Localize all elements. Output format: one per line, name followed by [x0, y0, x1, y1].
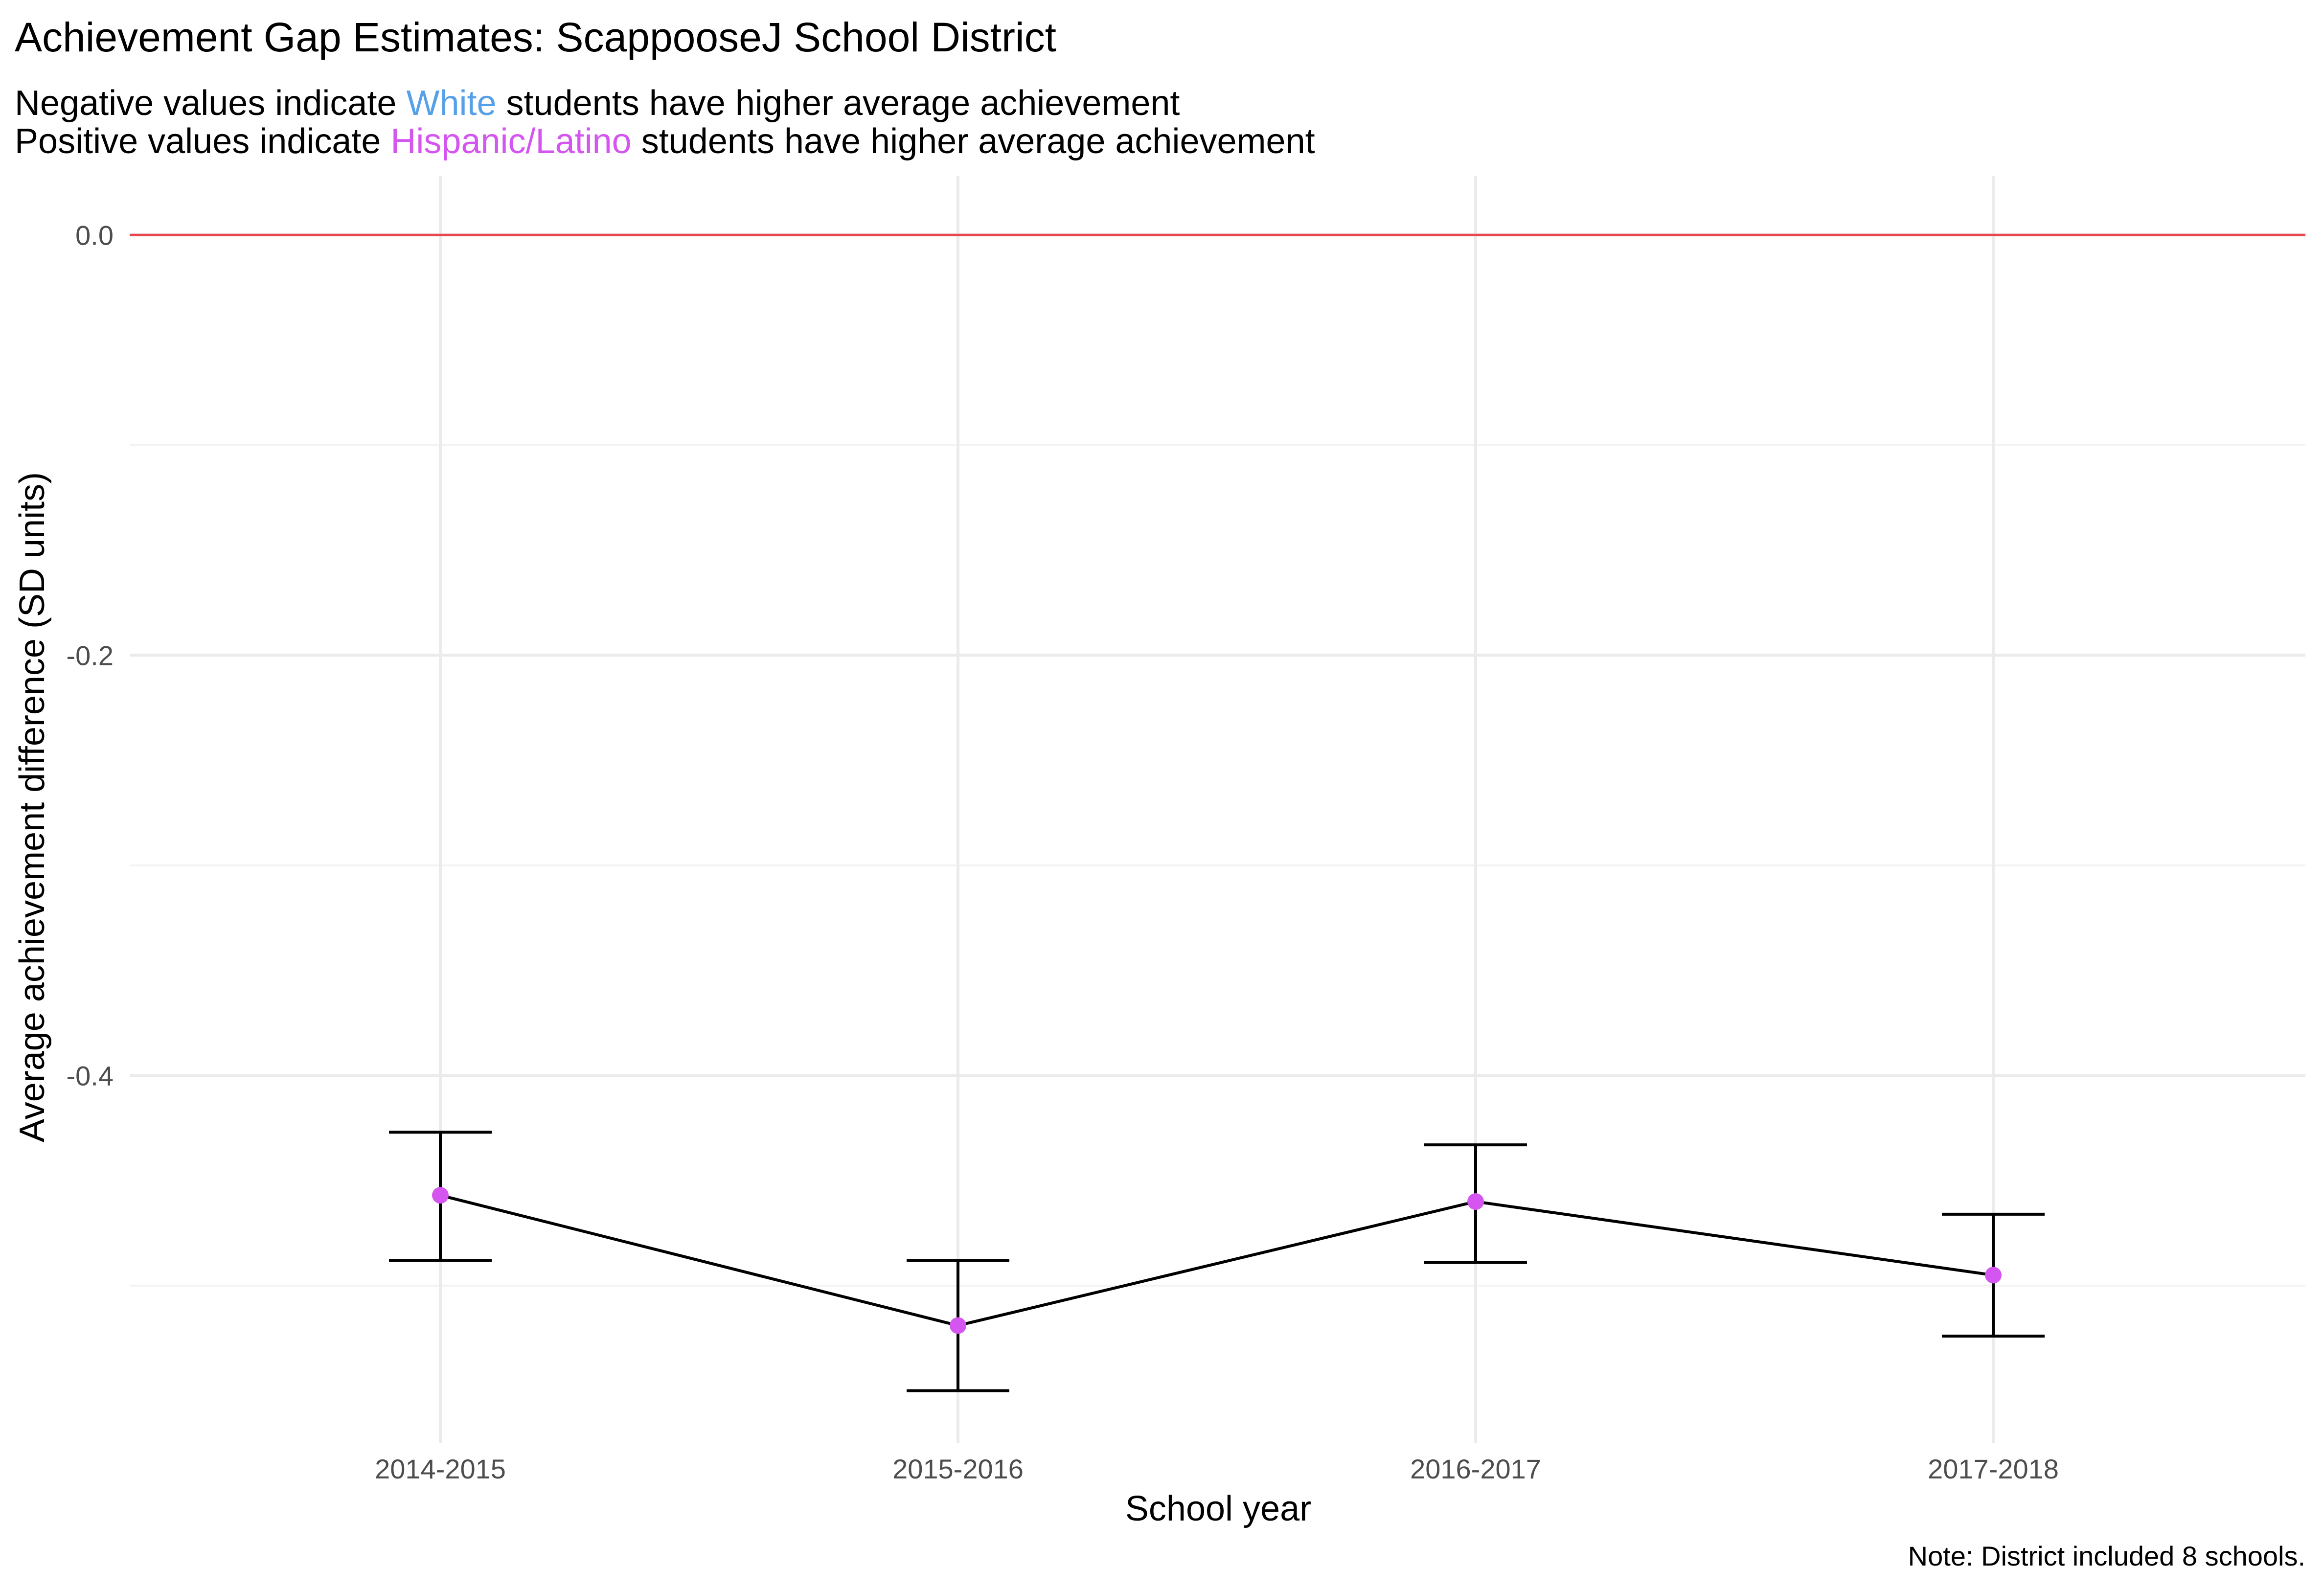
data-point	[432, 1187, 449, 1204]
grid-lines	[130, 176, 2305, 1443]
x-tick-label: 2014-2015	[375, 1454, 506, 1484]
x-tick-label: 2017-2018	[1928, 1454, 2059, 1484]
subtitle-line-2-part-3: students have higher average achievement	[632, 122, 1315, 161]
chart-title: Achievement Gap Estimates: ScappooseJ Sc…	[15, 14, 1056, 60]
subtitle-line-1-part-2: White	[406, 84, 496, 123]
subtitle-line-1-part-1: Negative values indicate	[15, 84, 406, 123]
y-tick-label: -0.4	[67, 1060, 114, 1091]
x-tick-label: 2015-2016	[892, 1454, 1024, 1484]
y-tick-label: -0.2	[67, 640, 114, 671]
x-tick-label: 2016-2017	[1410, 1454, 1541, 1484]
y-axis-label: Average achievement difference (SD units…	[13, 472, 52, 1142]
x-axis-label: School year	[1125, 1489, 1311, 1528]
y-tick-label: 0.0	[75, 220, 114, 250]
data-point	[1985, 1267, 2002, 1284]
chart-caption: Note: District included 8 schools.	[1908, 1541, 2305, 1571]
chart-subtitle-line-2: Positive values indicate Hispanic/Latino…	[15, 122, 1315, 161]
subtitle-line-2-part-2: Hispanic/Latino	[390, 122, 631, 161]
y-axis-tick-labels: 0.0 -0.2 -0.4	[67, 220, 114, 1091]
error-bars	[389, 1131, 2045, 1392]
series-line	[440, 1194, 1994, 1327]
chart-subtitle-line-1: Negative values indicate White students …	[15, 84, 1180, 123]
subtitle-line-2-part-1: Positive values indicate	[15, 122, 390, 161]
data-point	[1467, 1193, 1484, 1210]
subtitle-line-1-part-3: students have higher average achievement	[497, 84, 1180, 123]
data-points	[432, 1187, 2002, 1334]
data-point	[950, 1317, 966, 1334]
x-axis-tick-labels: 2014-2015 2015-2016 2016-2017 2017-2018	[375, 1454, 2059, 1484]
series-line-group	[440, 1194, 1994, 1327]
